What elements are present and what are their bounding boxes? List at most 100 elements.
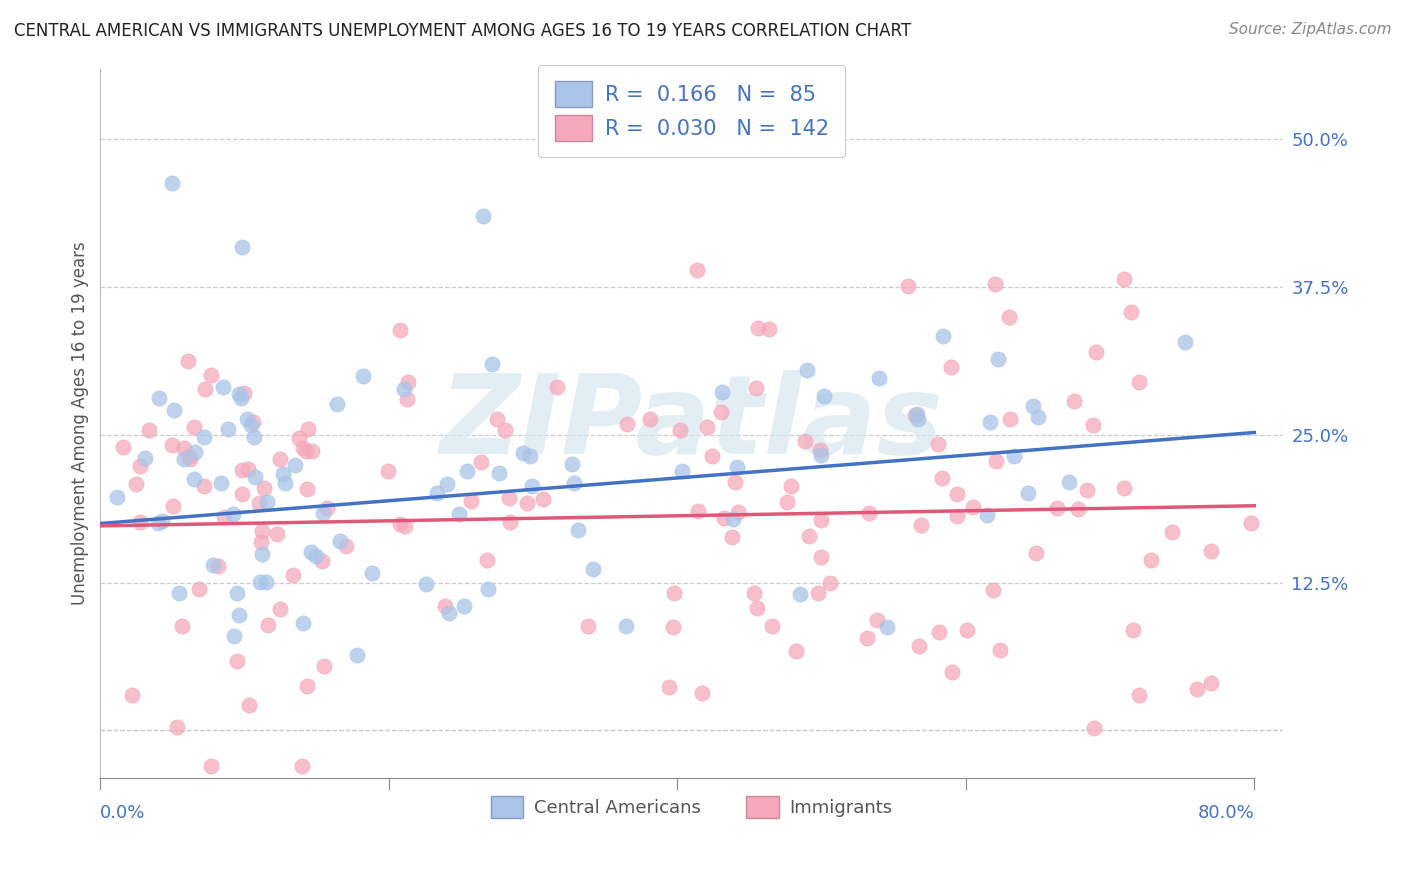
Point bbox=[567, 523, 589, 537]
Point bbox=[516, 496, 538, 510]
Point bbox=[1128, 375, 1150, 389]
Point bbox=[662, 620, 685, 634]
Point bbox=[288, 431, 311, 445]
Point bbox=[1046, 501, 1069, 516]
Point bbox=[242, 430, 264, 444]
Point bbox=[250, 534, 273, 549]
Point bbox=[226, 585, 249, 599]
Point bbox=[1114, 272, 1136, 286]
Point bbox=[231, 240, 253, 254]
Point bbox=[200, 368, 222, 382]
Point bbox=[979, 416, 1001, 430]
Point bbox=[426, 485, 449, 500]
Point bbox=[415, 577, 437, 591]
Point bbox=[685, 263, 707, 277]
Point bbox=[664, 585, 686, 599]
Point bbox=[745, 381, 768, 395]
Text: 0.0%: 0.0% bbox=[100, 804, 146, 822]
Point bbox=[865, 613, 887, 627]
Point bbox=[134, 450, 156, 465]
Point bbox=[696, 420, 718, 434]
Point bbox=[519, 449, 541, 463]
Point bbox=[745, 601, 768, 615]
Point bbox=[194, 382, 217, 396]
Point bbox=[200, 758, 222, 772]
Point bbox=[231, 486, 253, 500]
Point bbox=[799, 529, 821, 543]
Point bbox=[361, 566, 384, 581]
Point bbox=[243, 470, 266, 484]
Point bbox=[256, 495, 278, 509]
Point bbox=[396, 376, 419, 390]
Point bbox=[561, 458, 583, 472]
Point bbox=[269, 452, 291, 467]
Point bbox=[721, 512, 744, 526]
Point bbox=[758, 322, 780, 336]
Point bbox=[112, 440, 135, 454]
Point bbox=[274, 475, 297, 490]
Point bbox=[183, 445, 205, 459]
Point bbox=[187, 582, 209, 596]
Point bbox=[146, 516, 169, 530]
Point bbox=[160, 438, 183, 452]
Point bbox=[789, 587, 811, 601]
Point bbox=[780, 478, 803, 492]
Point bbox=[173, 442, 195, 456]
Point bbox=[946, 509, 969, 524]
Point bbox=[283, 458, 305, 472]
Point bbox=[710, 384, 733, 399]
Point bbox=[481, 357, 503, 371]
Point bbox=[927, 437, 949, 451]
Point bbox=[436, 476, 458, 491]
Point bbox=[488, 466, 510, 480]
Point bbox=[903, 408, 925, 422]
Point bbox=[162, 500, 184, 514]
Point bbox=[984, 453, 1007, 467]
Point bbox=[1083, 721, 1105, 735]
Point bbox=[807, 585, 830, 599]
Point bbox=[897, 279, 920, 293]
Point bbox=[396, 392, 419, 406]
Point bbox=[329, 533, 352, 548]
Point bbox=[301, 444, 323, 458]
Point bbox=[1161, 525, 1184, 540]
Point bbox=[179, 449, 201, 463]
Point bbox=[720, 530, 742, 544]
Point bbox=[295, 679, 318, 693]
Point bbox=[998, 412, 1021, 426]
Point bbox=[183, 419, 205, 434]
Point bbox=[299, 545, 322, 559]
Point bbox=[297, 421, 319, 435]
Point bbox=[105, 490, 128, 504]
Point bbox=[162, 402, 184, 417]
Point bbox=[669, 423, 692, 437]
Point bbox=[173, 451, 195, 466]
Point bbox=[392, 382, 415, 396]
Point bbox=[252, 524, 274, 538]
Point bbox=[939, 360, 962, 375]
Text: CENTRAL AMERICAN VS IMMIGRANTS UNEMPLOYMENT AMONG AGES 16 TO 19 YEARS CORRELATIO: CENTRAL AMERICAN VS IMMIGRANTS UNEMPLOYM… bbox=[14, 22, 911, 40]
Point bbox=[437, 606, 460, 620]
Point bbox=[176, 354, 198, 368]
Point bbox=[1084, 345, 1107, 359]
Point bbox=[1112, 481, 1135, 495]
Point bbox=[671, 464, 693, 478]
Point bbox=[810, 513, 832, 527]
Point bbox=[217, 422, 239, 436]
Point bbox=[290, 758, 312, 772]
Point bbox=[456, 464, 478, 478]
Point bbox=[252, 481, 274, 495]
Point bbox=[562, 475, 585, 490]
Point bbox=[167, 586, 190, 600]
Point bbox=[346, 648, 368, 662]
Point bbox=[281, 567, 304, 582]
Point bbox=[931, 471, 953, 485]
Point bbox=[1122, 623, 1144, 637]
Point bbox=[987, 351, 1010, 366]
Point bbox=[291, 442, 314, 456]
Point bbox=[254, 575, 277, 590]
Point bbox=[335, 539, 357, 553]
Point bbox=[794, 434, 817, 448]
Point bbox=[1076, 483, 1098, 497]
Point bbox=[160, 176, 183, 190]
